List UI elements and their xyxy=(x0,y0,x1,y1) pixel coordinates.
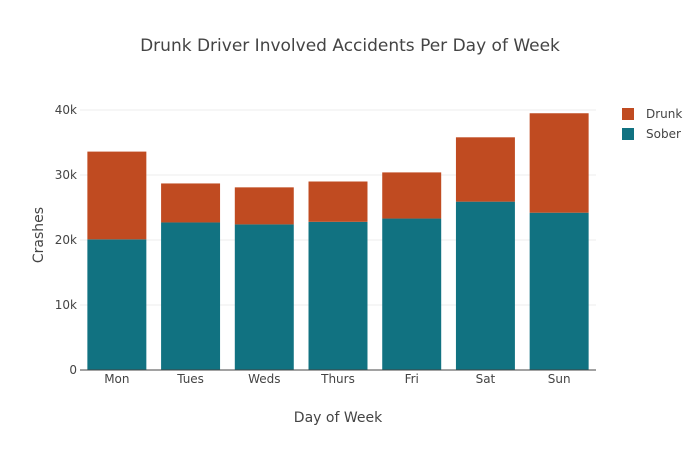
bar-drunk-sun[interactable] xyxy=(529,113,589,213)
y-tick-label: 20k xyxy=(55,233,77,247)
bars xyxy=(87,113,589,370)
bar-drunk-thurs[interactable] xyxy=(308,181,368,222)
y-axis-title: Crashes xyxy=(31,207,47,263)
x-tick-label: Thurs xyxy=(320,372,355,386)
y-tick-label: 0 xyxy=(69,363,77,377)
x-tick-label: Mon xyxy=(104,372,129,386)
axes: 0 10k 20k 30k 40k Mon Tues Weds Thurs Fri Sat Sun xyxy=(55,103,596,386)
bar-sober-thurs[interactable] xyxy=(308,221,368,370)
x-tick-label: Sun xyxy=(548,372,571,386)
bar-sober-tues[interactable] xyxy=(161,222,221,370)
y-tick-label: 30k xyxy=(55,168,77,182)
y-tick-label: 10k xyxy=(55,298,77,312)
legend[interactable]: Drunk Sober xyxy=(622,107,682,141)
legend-swatch xyxy=(622,128,634,140)
x-tick-label: Sat xyxy=(476,372,496,386)
bar-drunk-tues[interactable] xyxy=(161,183,221,223)
y-tick-label: 40k xyxy=(55,103,77,117)
x-axis-title: Day of Week xyxy=(294,410,383,426)
bar-sober-fri[interactable] xyxy=(382,218,442,370)
x-tick-label: Tues xyxy=(176,372,204,386)
bar-sober-weds[interactable] xyxy=(234,224,294,370)
bar-drunk-sat[interactable] xyxy=(455,137,515,202)
x-tick-label: Weds xyxy=(248,372,280,386)
chart-title: Drunk Driver Involved Accidents Per Day … xyxy=(140,36,560,56)
bar-drunk-weds[interactable] xyxy=(234,187,294,225)
legend-item-drunk[interactable]: Drunk xyxy=(622,107,682,121)
x-tick-label: Fri xyxy=(405,372,419,386)
legend-swatch xyxy=(622,108,634,120)
legend-item-sober[interactable]: Sober xyxy=(622,127,681,141)
bar-sober-sat[interactable] xyxy=(455,201,515,370)
bar-sober-mon[interactable] xyxy=(87,239,147,370)
legend-label: Drunk xyxy=(646,107,682,121)
legend-label: Sober xyxy=(646,127,681,141)
bar-sober-sun[interactable] xyxy=(529,212,589,370)
bar-drunk-fri[interactable] xyxy=(382,172,442,219)
bar-drunk-mon[interactable] xyxy=(87,151,147,240)
